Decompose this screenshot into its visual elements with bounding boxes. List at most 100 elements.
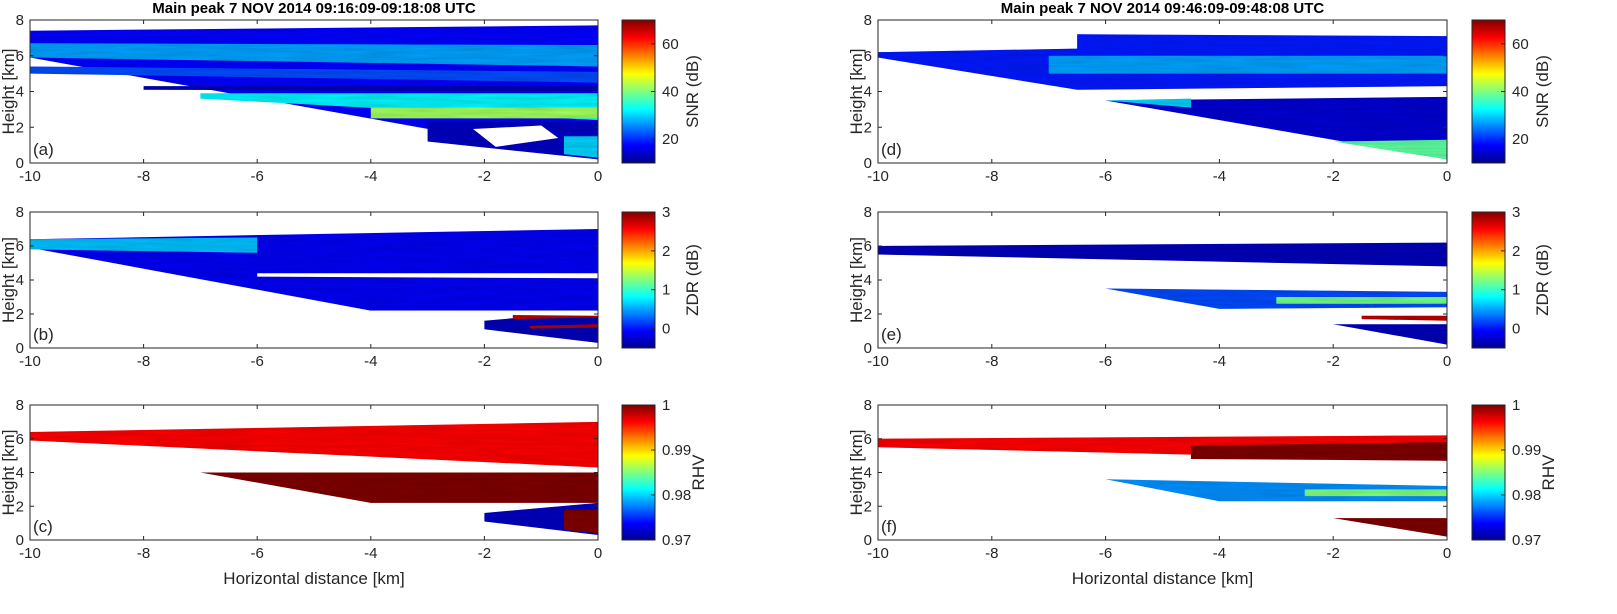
x-tick-label: -4 <box>1213 168 1226 185</box>
y-tick-label: 4 <box>16 84 24 101</box>
echo-region <box>529 324 598 329</box>
colorbar-tick-label: 1 <box>662 397 670 414</box>
y-tick-label: 4 <box>864 272 872 289</box>
x-tick-label: -6 <box>1099 545 1112 562</box>
colorbar-tick-label: 0 <box>1512 321 1520 338</box>
colorbar-tick-label: 1 <box>1512 397 1520 414</box>
y-axis-label: Height [km] <box>847 49 866 135</box>
colorbar <box>1471 404 1506 541</box>
y-tick-label: 0 <box>16 532 24 549</box>
colorbar-tick-label: 1 <box>1512 282 1520 299</box>
x-tick-label: 0 <box>1443 545 1451 562</box>
y-tick-label: 0 <box>864 155 872 172</box>
y-tick-label: 8 <box>864 397 872 414</box>
echo-region <box>1276 297 1447 304</box>
echo-region <box>1105 98 1191 108</box>
panel-a <box>30 25 598 160</box>
colorbar-tick-label: 2 <box>1512 243 1520 260</box>
panel-letter: (d) <box>881 140 902 159</box>
colorbar-tick-label: 1 <box>662 282 670 299</box>
echo-region <box>1048 55 1447 74</box>
colorbar-tick-label: 0 <box>662 321 670 338</box>
x-tick-label: -6 <box>251 353 264 370</box>
panel-title: Main peak 7 NOV 2014 09:16:09-09:18:08 U… <box>152 0 476 17</box>
panel-letter: (a) <box>33 140 54 159</box>
x-tick-label: 0 <box>594 168 602 185</box>
x-tick-label: -6 <box>251 545 264 562</box>
y-tick-label: 6 <box>864 431 872 448</box>
y-tick-label: 2 <box>16 498 24 515</box>
y-tick-label: 6 <box>16 48 24 65</box>
x-tick-label: -10 <box>19 168 41 185</box>
x-tick-label: -8 <box>137 545 150 562</box>
echo-region <box>563 136 598 158</box>
y-tick-label: 6 <box>16 238 24 255</box>
x-tick-label: -2 <box>1327 545 1340 562</box>
y-tick-label: 8 <box>864 204 872 221</box>
colorbar-tick-label: 0.98 <box>662 487 691 504</box>
no-echo-gap <box>473 125 559 147</box>
echo-region <box>1333 324 1447 345</box>
y-tick-label: 0 <box>16 155 24 172</box>
x-tick-label: -10 <box>867 168 889 185</box>
echo-region <box>370 107 598 119</box>
colorbar-label: SNR (dB) <box>683 55 702 128</box>
y-tick-label: 6 <box>864 48 872 65</box>
colorbar-label: RHV <box>689 454 708 491</box>
panel-b <box>30 229 598 343</box>
x-tick-label: -4 <box>364 168 377 185</box>
echo-region <box>1304 489 1447 497</box>
echo-region <box>143 86 598 92</box>
colorbar-label: SNR (dB) <box>1533 55 1552 128</box>
colorbar-tick-label: 0.99 <box>662 442 691 459</box>
y-tick-label: 4 <box>864 465 872 482</box>
echo-region <box>30 237 258 253</box>
panel-e <box>878 242 1447 345</box>
x-axis-label: Horizontal distance [km] <box>1072 569 1253 588</box>
y-axis-label: Height [km] <box>0 237 18 323</box>
colorbar-tick-label: 2 <box>662 243 670 260</box>
colorbar-tick-label: 60 <box>1512 36 1529 53</box>
echo-region <box>200 472 598 503</box>
x-tick-label: -10 <box>19 353 41 370</box>
colorbar <box>1471 19 1506 164</box>
x-tick-label: 0 <box>594 353 602 370</box>
x-tick-label: -4 <box>1213 353 1226 370</box>
y-tick-label: 2 <box>864 498 872 515</box>
y-tick-label: 2 <box>16 119 24 136</box>
x-tick-label: -8 <box>985 168 998 185</box>
colorbar-label: ZDR (dB) <box>1533 244 1552 316</box>
x-tick-label: -4 <box>364 545 377 562</box>
y-tick-label: 8 <box>864 12 872 29</box>
no-echo-gap <box>370 310 598 316</box>
panel-letter: (f) <box>881 517 897 536</box>
y-tick-label: 2 <box>864 119 872 136</box>
colorbar-label: RHV <box>1539 454 1558 491</box>
x-tick-label: -8 <box>137 168 150 185</box>
colorbar-tick-label: 40 <box>662 84 679 101</box>
colorbar-label: ZDR (dB) <box>683 244 702 316</box>
y-tick-label: 4 <box>16 272 24 289</box>
x-tick-label: -6 <box>1099 353 1112 370</box>
colorbar <box>621 404 656 541</box>
panel-f <box>878 435 1447 537</box>
y-tick-label: 8 <box>16 397 24 414</box>
y-tick-label: 2 <box>864 306 872 323</box>
colorbar <box>621 211 656 349</box>
echo-region <box>1190 442 1447 461</box>
colorbar-tick-label: 0.97 <box>662 532 691 549</box>
x-tick-label: -2 <box>1327 168 1340 185</box>
x-tick-label: 0 <box>1443 353 1451 370</box>
colorbar-tick-label: 40 <box>1512 84 1529 101</box>
echo-region <box>30 66 598 83</box>
y-axis-label: Height [km] <box>0 430 18 516</box>
x-tick-label: -2 <box>478 353 491 370</box>
echo-region <box>563 509 598 534</box>
x-tick-label: -2 <box>478 545 491 562</box>
x-tick-label: -8 <box>985 545 998 562</box>
y-tick-label: 0 <box>864 532 872 549</box>
x-tick-label: 0 <box>1443 168 1451 185</box>
y-tick-label: 6 <box>864 238 872 255</box>
colorbar-tick-label: 20 <box>1512 131 1529 148</box>
x-tick-label: -10 <box>867 545 889 562</box>
